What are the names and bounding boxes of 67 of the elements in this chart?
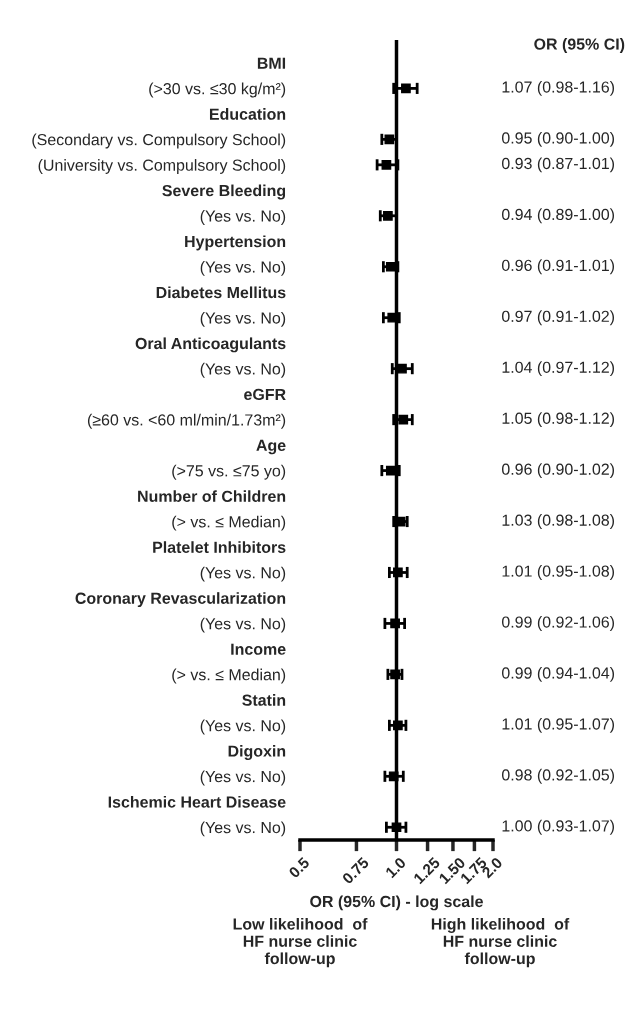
data-label: 1.01 (0.95-1.07) bbox=[502, 717, 615, 733]
y-tick-label: (≥60 vs. <60 ml/min/1.73m²) bbox=[87, 413, 286, 429]
y-tick-label: BMI bbox=[257, 57, 286, 69]
point bbox=[390, 669, 400, 680]
y-tick-label: (Yes vs. No) bbox=[200, 719, 286, 735]
data-label: 0.99 (0.94-1.04) bbox=[501, 666, 615, 682]
y-tick-label: eGFR bbox=[244, 388, 286, 401]
point bbox=[385, 465, 396, 476]
y-tick-label: Platelet Inhibitors bbox=[153, 541, 286, 553]
y-tick-label: (Yes vs. No) bbox=[200, 260, 286, 276]
y-tick-label: Severe Bleeding bbox=[162, 184, 286, 200]
y-tick-label: Statin bbox=[242, 694, 286, 706]
x-tick-label: 0.5 bbox=[288, 856, 311, 879]
y-tick-label: (Yes vs. No) bbox=[200, 362, 286, 378]
data-label: 0.97 (0.91-1.02) bbox=[501, 310, 615, 326]
y-tick-label: Income bbox=[231, 643, 286, 655]
y-tick-label: Age bbox=[256, 439, 286, 455]
data-label: 0.94 (0.89-1.00) bbox=[501, 208, 615, 224]
y-tick-label: Number of Children bbox=[138, 490, 286, 502]
data-label: 1.07 (0.98-1.16) bbox=[502, 80, 615, 96]
y-tick-label: (Yes vs. No) bbox=[200, 311, 286, 327]
data-label: 0.93 (0.87-1.01) bbox=[501, 157, 615, 173]
point bbox=[383, 210, 393, 221]
y-tick-label: Digoxin bbox=[228, 745, 286, 760]
data-label: 1.04 (0.97-1.12) bbox=[502, 361, 615, 377]
point bbox=[381, 159, 392, 170]
y-tick-label: Ischemic Heart Disease bbox=[108, 796, 286, 808]
y-tick-label: Education bbox=[209, 108, 286, 120]
data-label: 0.96 (0.91-1.01) bbox=[501, 259, 615, 275]
y-tick-label: (Yes vs. No) bbox=[200, 210, 286, 225]
y-tick-label: Oral Anticoagulants bbox=[135, 337, 286, 353]
text: Low likelihood of HF nurse clinic follow-up bbox=[233, 918, 368, 968]
x-tick-label: 1.0 bbox=[384, 856, 407, 879]
y-tick-label: (Yes vs. No) bbox=[200, 821, 286, 837]
data-label: 0.99 (0.92-1.06) bbox=[501, 615, 615, 631]
data-label: 0.98 (0.92-1.05) bbox=[501, 768, 615, 784]
data-label: 1.00 (0.93-1.07) bbox=[502, 819, 615, 835]
y-tick-label: (> vs. ≤ Median) bbox=[172, 515, 286, 531]
point bbox=[393, 720, 403, 731]
y-tick-label: (Secondary vs. Compulsory School) bbox=[32, 133, 286, 149]
point bbox=[388, 771, 399, 782]
y-tick-label: (>30 vs. ≤30 kg/m²) bbox=[149, 82, 286, 98]
y-tick-label: (Yes vs. No) bbox=[200, 770, 286, 786]
point bbox=[385, 261, 396, 272]
y-tick-label: (>75 vs. ≤75 yo) bbox=[172, 464, 286, 480]
point bbox=[401, 83, 411, 94]
y-tick-label: Coronary Revascularization bbox=[75, 592, 286, 608]
data-label: 1.03 (0.98-1.08) bbox=[502, 514, 615, 529]
data-label: 1.01 (0.95-1.08) bbox=[502, 565, 615, 580]
y-tick-label: Hypertension bbox=[185, 235, 286, 251]
point bbox=[390, 618, 400, 629]
point bbox=[393, 567, 403, 578]
y-tick-label: Diabetes Mellitus bbox=[156, 286, 286, 299]
y-tick-label: (> vs. ≤ Median) bbox=[172, 668, 286, 684]
y-tick-label: (Yes vs. No) bbox=[200, 617, 286, 633]
text: OR (95% CI) bbox=[534, 38, 625, 53]
point bbox=[391, 822, 402, 833]
x-axis-title: OR (95% CI) - log scale bbox=[310, 895, 483, 911]
point bbox=[398, 414, 409, 425]
point bbox=[397, 363, 407, 374]
data-label: 0.96 (0.90-1.02) bbox=[501, 463, 615, 479]
y-tick-label: (University vs. Compulsory School) bbox=[38, 159, 286, 174]
text: High likelihood of HF nurse clinic follow-up bbox=[431, 918, 570, 968]
data-label: 0.95 (0.90-1.00) bbox=[501, 131, 615, 147]
y-tick-label: (Yes vs. No) bbox=[200, 566, 286, 582]
point bbox=[384, 134, 395, 145]
data-label: 1.05 (0.98-1.12) bbox=[502, 412, 615, 428]
